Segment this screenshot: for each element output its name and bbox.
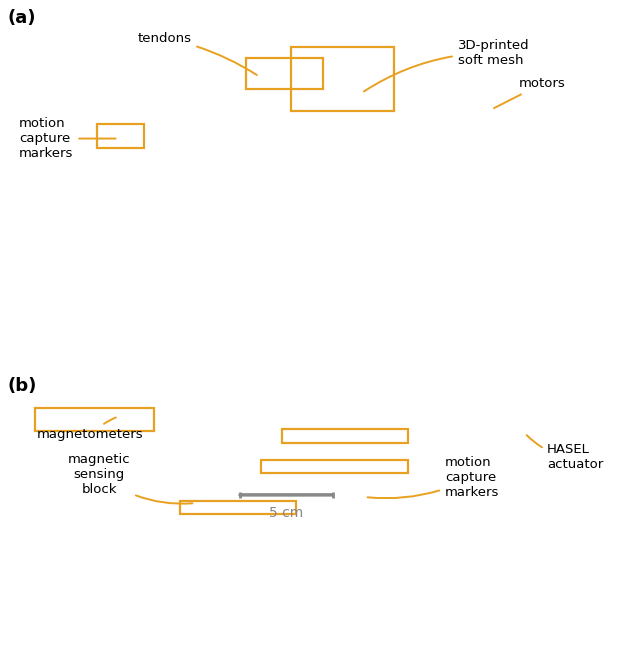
Text: (a): (a) <box>8 9 36 27</box>
Text: motion
capture
markers: motion capture markers <box>367 456 499 498</box>
Text: HASEL
actuator: HASEL actuator <box>527 435 604 472</box>
Text: 3D-printed
soft mesh: 3D-printed soft mesh <box>364 39 529 92</box>
Text: tendons: tendons <box>138 32 257 75</box>
Text: 5 cm: 5 cm <box>269 506 303 520</box>
Text: (b): (b) <box>8 377 37 395</box>
Text: magnetic
sensing
block: magnetic sensing block <box>68 453 193 504</box>
Text: magnetometers: magnetometers <box>37 417 144 441</box>
Text: motion
capture
markers: motion capture markers <box>19 117 116 160</box>
Text: motors: motors <box>494 78 565 108</box>
